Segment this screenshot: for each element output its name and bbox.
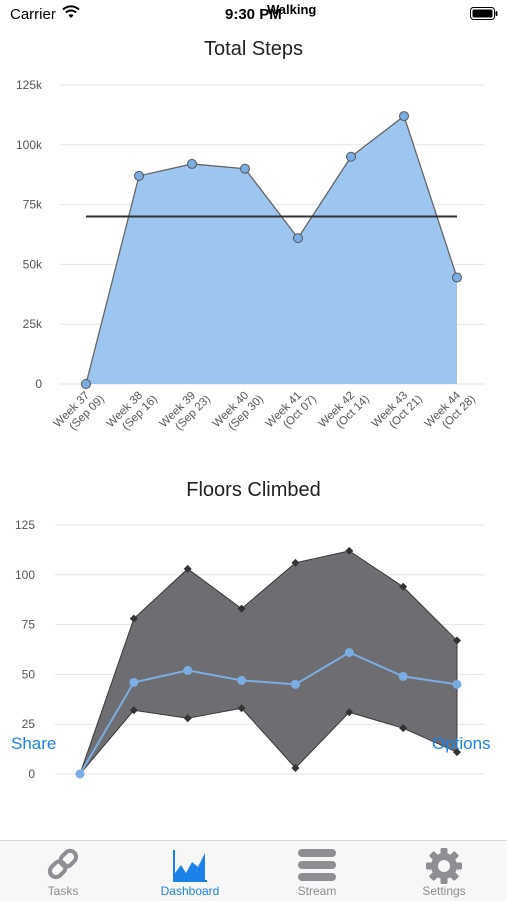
floors-range-marker [345,546,354,555]
floors-range-marker [291,558,300,567]
gear-icon [426,848,462,884]
floors-y-tick: 25 [22,717,36,731]
steps-data-point [81,379,91,389]
steps-data-point [240,163,250,174]
floors-y-tick: 50 [22,667,36,681]
floors-range-marker [291,764,300,773]
floors-range-marker [237,704,246,713]
status-bar: Carrier 9:30 PM Walking [0,0,507,28]
tab-dashboard-label: Dashboard [160,884,220,898]
steps-area [86,116,457,384]
overlay-title: Walking [267,2,317,17]
floors-mean-line [79,651,458,775]
floors-range-marker [345,708,354,717]
share-button[interactable]: Share [11,734,57,753]
steps-data-point [134,170,144,181]
steps-data-point [293,233,303,244]
floors-range-marker [183,564,192,573]
steps-y-tick: 100k [16,138,43,152]
tab-settings[interactable]: Settings [381,841,507,901]
floors-data-point [344,647,354,657]
floors-y-tick: 100 [15,568,35,582]
tab-bar: Tasks Dashboard Stream Settings [0,840,507,901]
floors-chart-title: Floors Climbed [186,479,321,501]
floors-range-marker [399,582,408,591]
floors-data-point [290,679,300,689]
steps-data-point [346,151,356,162]
tab-tasks[interactable]: Tasks [0,841,126,901]
link-icon [47,848,79,880]
tab-tasks-label: Tasks [47,884,79,898]
floors-range-marker [237,604,246,613]
area-chart-icon [173,850,207,882]
floors-range-band [79,550,458,775]
floors-data-point [75,769,85,779]
battery-icon [470,7,498,20]
floors-data-point [183,665,193,675]
tab-stream-label: Stream [297,884,337,898]
floors-data-point [452,679,462,689]
steps-y-tick: 125k [16,78,43,92]
steps-chart-title: Total Steps [204,38,303,60]
steps-y-tick: 25k [23,317,43,331]
stream-icon [298,849,336,881]
status-time: 9:30 PM [225,6,282,23]
steps-y-tick: 0 [35,377,42,391]
tab-dashboard[interactable]: Dashboard [127,841,253,901]
steps-data-point [452,272,462,283]
options-button[interactable]: Options [432,734,491,753]
floors-y-tick: 75 [22,618,36,632]
floors-data-point [129,677,139,687]
floors-range-marker [183,714,192,723]
steps-data-point [399,111,409,122]
floors-data-point [398,671,408,681]
floors-data-point [237,675,247,685]
wifi-icon [62,5,80,18]
floors-range-marker [399,724,408,733]
floors-y-tick: 0 [28,767,35,781]
floors-range-marker [129,614,138,623]
floors-range-marker [129,706,138,715]
tab-settings-label: Settings [422,884,466,898]
steps-y-tick: 50k [23,257,43,271]
carrier-label: Carrier [10,6,56,23]
floors-range-marker [453,636,461,645]
floors-chart: 0 25 50 75 100 125 [15,518,485,781]
steps-data-point [187,158,197,169]
steps-y-tick: 75k [23,198,43,212]
floors-range-marker [453,748,461,757]
steps-line [85,115,458,385]
floors-y-tick: 125 [15,518,35,532]
tab-stream[interactable]: Stream [254,841,380,901]
